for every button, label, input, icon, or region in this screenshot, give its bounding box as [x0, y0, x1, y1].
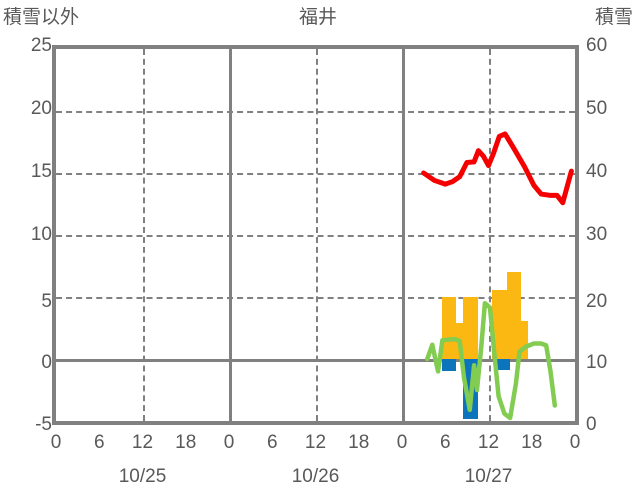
bar-positive [520, 320, 529, 359]
page-title: 福井 [298, 7, 337, 28]
y-left-tick: -5 [35, 414, 52, 435]
x-axis-tick: 18 [175, 432, 197, 453]
left-axis-title: 積雪以外 [3, 7, 80, 28]
bar-positive [513, 272, 521, 359]
y-left-tick: 5 [41, 291, 52, 312]
bar-negative [441, 359, 449, 372]
vertical-gridline [142, 49, 145, 421]
x-axis-tick: 12 [131, 432, 154, 453]
bar-positive [448, 297, 457, 359]
bar-positive [441, 297, 449, 359]
precipitation-line [424, 300, 558, 421]
bar-positive [470, 297, 478, 359]
x-axis-tick: 18 [348, 432, 370, 453]
right-axis-title: 積雪 [594, 7, 633, 28]
snow-depth-line [421, 131, 574, 206]
y-left-tick: 0 [41, 352, 52, 373]
lines-layer [421, 131, 574, 421]
bar-negative [495, 359, 503, 371]
x-axis-day-label: 10/27 [464, 466, 513, 487]
day-boundary-line [229, 49, 232, 421]
x-axis-tick: 0 [223, 432, 235, 453]
vertical-gridline [488, 49, 491, 421]
y-right-tick: 50 [586, 98, 608, 119]
bar-positive [499, 289, 507, 359]
x-axis-tick: 18 [521, 432, 543, 453]
x-axis-tick: 6 [439, 432, 451, 453]
y-left-tick: 20 [30, 98, 52, 119]
x-axis-tick: 0 [396, 432, 408, 453]
bar-positive [463, 297, 471, 359]
x-axis-tick: 6 [266, 432, 278, 453]
y-right-tick: 30 [586, 224, 608, 245]
y-left-tick: 25 [30, 35, 52, 56]
bar-negative [470, 359, 478, 419]
y-right-tick: 20 [586, 291, 608, 312]
vertical-gridline [315, 49, 318, 421]
y-right-tick: 40 [586, 161, 608, 182]
bar-positive [492, 289, 500, 359]
y-right-tick: 0 [586, 414, 597, 435]
x-axis-day-label: 10/25 [118, 466, 167, 487]
plot-area [52, 45, 579, 425]
x-axis-tick: 0 [569, 432, 581, 453]
y-right-tick: 10 [586, 352, 608, 373]
y-left-tick: 15 [30, 161, 52, 182]
x-axis-tick: 12 [304, 432, 327, 453]
x-axis-tick: 0 [50, 432, 62, 453]
y-right-tick: 60 [586, 35, 608, 56]
x-axis-day-label: 10/26 [291, 466, 340, 487]
plot-inner [56, 49, 575, 421]
x-axis-tick: 6 [93, 432, 105, 453]
day-boundary-line [402, 49, 405, 421]
y-left-tick: 10 [30, 224, 52, 245]
bar-negative [448, 359, 457, 372]
x-axis-tick: 12 [477, 432, 500, 453]
bar-positive [506, 272, 514, 359]
bar-negative [502, 359, 511, 371]
